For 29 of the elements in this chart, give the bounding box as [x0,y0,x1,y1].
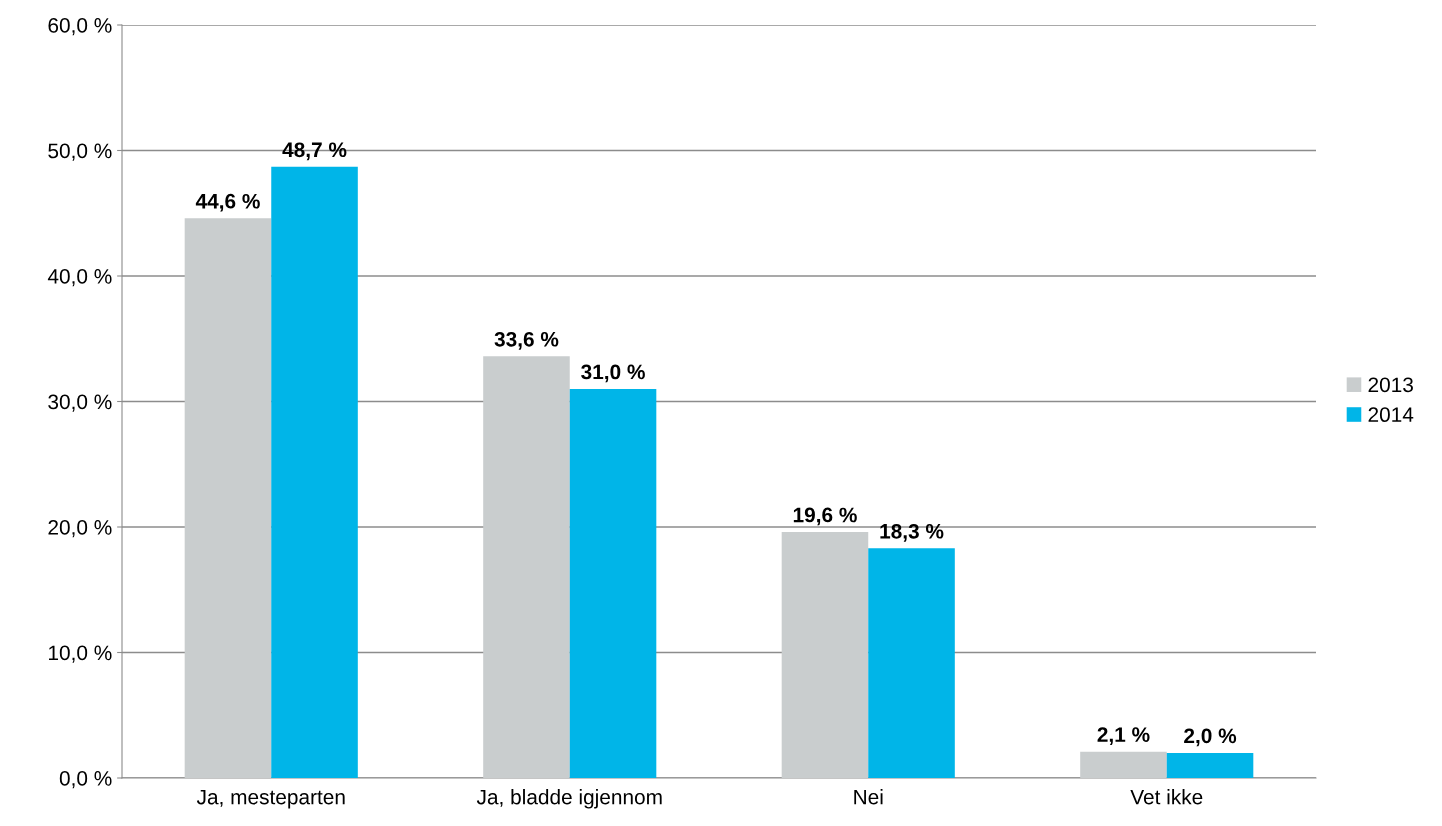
legend-label: 2013 [1368,377,1413,393]
x-tick-label: Ja, bladde igjennom [476,789,662,809]
data-label: 2,1 % [1097,727,1150,745]
x-tick-label: Ja, mesteparten [196,789,345,809]
bar [483,356,570,778]
data-label: 44,6 % [195,193,260,212]
bar [1166,752,1254,778]
y-tick-label: 60,0 % [48,18,112,36]
bar [184,218,272,778]
bar [868,548,955,778]
legend-label: 2014 [1368,407,1414,423]
data-label: 33,6 % [494,331,559,350]
data-label: 19,6 % [793,507,857,526]
data-label: 31,0 % [581,364,645,383]
data-label: 48,7 % [282,142,347,161]
bar [781,532,869,778]
y-tick-label: 0,0 % [59,771,112,789]
data-label: 2,0 % [1184,728,1237,747]
data-label: 18,3 % [880,523,944,542]
bar [1080,751,1167,778]
bar [271,166,358,778]
x-tick-label: Vet ikke [1130,789,1203,805]
y-tick-label: 20,0 % [48,520,112,538]
y-tick-label: 10,0 % [49,645,112,663]
y-tick-label: 30,0 % [48,394,112,412]
y-tick-label: 50,0 % [48,143,112,161]
bar [569,388,657,778]
y-tick-label: 40,0 % [47,269,112,287]
x-tick-label: Nei [854,789,883,805]
